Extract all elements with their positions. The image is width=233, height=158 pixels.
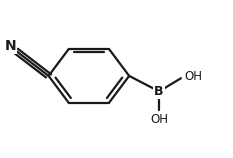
Text: N: N: [4, 39, 16, 53]
Text: OH: OH: [150, 113, 168, 126]
Text: OH: OH: [184, 70, 202, 83]
Text: B: B: [154, 85, 164, 98]
